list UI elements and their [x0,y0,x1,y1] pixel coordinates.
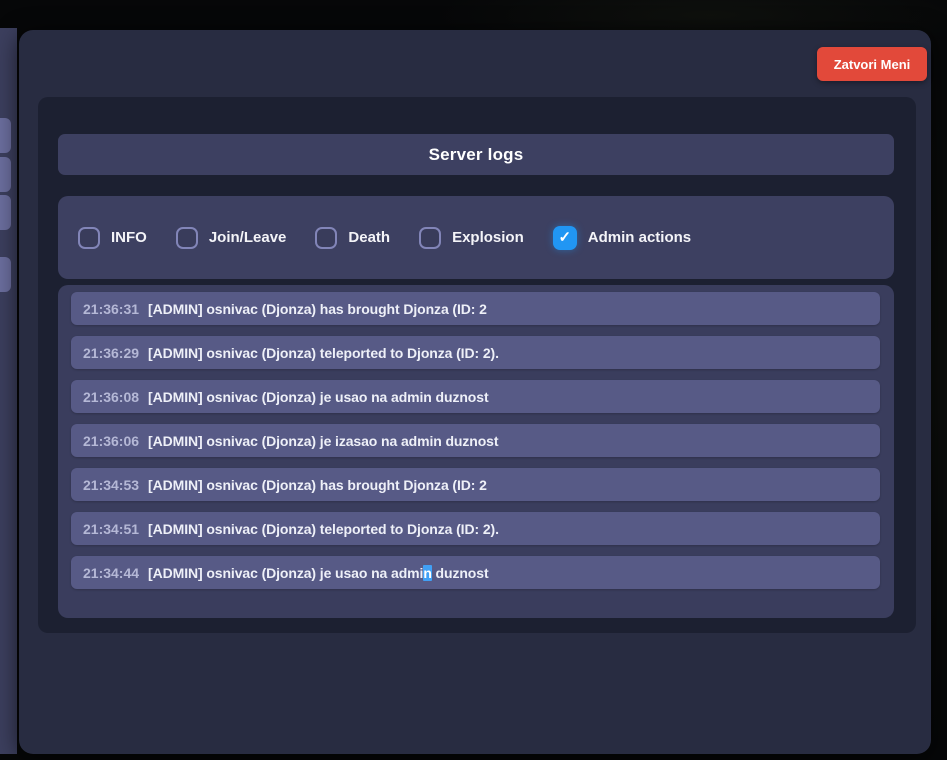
log-list[interactable]: 21:36:31 [ADMIN] osnivac (Djonza) has bro… [58,285,894,618]
checkbox-checked[interactable]: ✓ [552,225,577,250]
log-message: [ADMIN] osnivac (Djonza) je izasao na ad… [148,432,499,449]
sidebar-item[interactable] [0,118,11,153]
page-title: Server logs [58,134,894,175]
filter-label: Death [348,229,391,246]
log-message: [ADMIN] osnivac (Djonza) je usao na admi… [148,564,489,581]
log-row: 21:36:29 [ADMIN] osnivac (Djonza) telepor… [71,336,880,369]
sidebar-item[interactable] [0,195,11,230]
checkbox-unchecked[interactable] [315,226,338,249]
log-row: 21:36:31 [ADMIN] osnivac (Djonza) has bro… [71,292,880,325]
log-row: 21:36:06 [ADMIN] osnivac (Djonza) je izas… [71,424,880,457]
log-row: 21:34:44 [ADMIN] osnivac (Djonza) je usao… [71,556,880,589]
log-row: 21:34:53 [ADMIN] osnivac (Djonza) has bro… [71,468,880,501]
log-message-text: [ADMIN] osnivac (Djonza) je usao na admi [148,564,424,581]
log-timestamp: 21:34:44 [83,564,140,581]
sidebar-item[interactable] [0,257,11,292]
admin-menu-panel: Zatvori Meni Server logs INFO Join/Leave D… [19,30,931,754]
search-highlight: n [423,564,432,581]
filter-item-join-leave: Join/Leave [175,226,287,249]
log-message-text: duznost [431,564,489,581]
filter-item-info: INFO [78,226,147,249]
checkbox-unchecked[interactable] [175,226,198,249]
filter-label: Explosion [452,229,524,246]
filter-item-admin-actions: ✓ Admin actions [552,225,692,250]
sidebar-strip [0,28,17,754]
log-filter-bar: INFO Join/Leave Death Explosion ✓ Admin actio… [58,196,894,279]
server-logs-section: Server logs INFO Join/Leave Death Explosion… [38,97,916,633]
checkmark-icon: ✓ [558,229,572,246]
log-timestamp: 21:36:06 [83,432,140,449]
filter-item-death: Death [315,226,391,249]
log-timestamp: 21:36:29 [83,344,140,361]
sidebar-item[interactable] [0,157,11,192]
filter-label: Admin actions [587,229,692,246]
log-message: [ADMIN] osnivac (Djonza) has brought Djo… [148,476,487,493]
checkbox-unchecked[interactable] [78,226,100,249]
filter-item-explosion: Explosion [419,226,524,249]
log-row: 21:36:08 [ADMIN] osnivac (Djonza) je usao… [71,380,880,413]
filter-label: Join/Leave [208,229,287,246]
checkbox-unchecked[interactable] [419,226,442,249]
close-menu-button[interactable]: Zatvori Meni [817,47,927,81]
log-row: 21:34:51 [ADMIN] osnivac (Djonza) telepor… [71,512,880,545]
log-message: [ADMIN] osnivac (Djonza) teleported to D… [148,520,499,537]
log-timestamp: 21:34:51 [83,520,140,537]
log-message: [ADMIN] osnivac (Djonza) has brought Djo… [148,300,487,317]
log-timestamp: 21:34:53 [83,476,140,493]
log-message: [ADMIN] osnivac (Djonza) teleported to D… [148,344,499,361]
filter-label: INFO [111,229,147,246]
log-message: [ADMIN] osnivac (Djonza) je usao na admi… [148,388,489,405]
log-timestamp: 21:36:31 [83,300,140,317]
log-timestamp: 21:36:08 [83,388,140,405]
